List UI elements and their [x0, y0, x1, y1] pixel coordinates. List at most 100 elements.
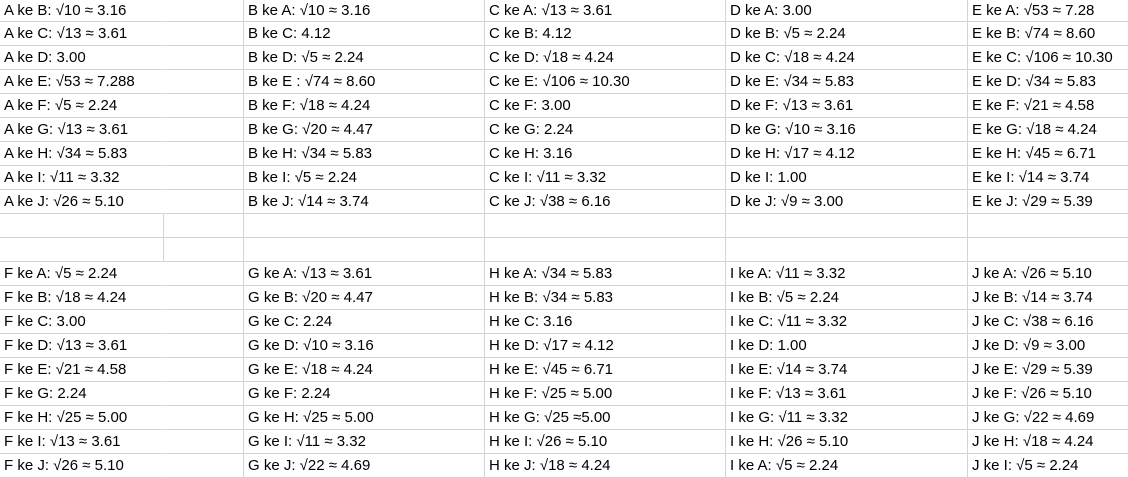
empty-cell[interactable]: [164, 262, 244, 286]
empty-cell[interactable]: [164, 334, 244, 358]
empty-cell[interactable]: [164, 0, 244, 22]
empty-cell[interactable]: [164, 70, 244, 94]
distance-cell[interactable]: F ke E: √21 ≈ 4.58: [0, 358, 164, 382]
distance-cell[interactable]: F ke H: √25 ≈ 5.00: [0, 406, 164, 430]
distance-cell[interactable]: I ke C: √11 ≈ 3.32: [726, 310, 968, 334]
distance-cell[interactable]: H ke B: √34 ≈ 5.83: [485, 286, 726, 310]
distance-cell[interactable]: E ke H: √45 ≈ 6.71: [968, 142, 1128, 166]
distance-cell[interactable]: C ke D: √18 ≈ 4.24: [485, 46, 726, 70]
distance-cell[interactable]: B ke E : √74 ≈ 8.60: [244, 70, 485, 94]
distance-cell[interactable]: F ke A: √5 ≈ 2.24: [0, 262, 164, 286]
distance-cell[interactable]: B ke D: √5 ≈ 2.24: [244, 46, 485, 70]
distance-cell[interactable]: E ke B: √74 ≈ 8.60: [968, 22, 1128, 46]
empty-cell[interactable]: [164, 118, 244, 142]
distance-cell[interactable]: J ke F: √26 ≈ 5.10: [968, 382, 1128, 406]
distance-cell[interactable]: F ke C: 3.00: [0, 310, 164, 334]
distance-cell[interactable]: G ke E: √18 ≈ 4.24: [244, 358, 485, 382]
empty-cell[interactable]: [164, 454, 244, 478]
distance-cell[interactable]: A ke I: √11 ≈ 3.32: [0, 166, 164, 190]
distance-cell[interactable]: H ke F: √25 ≈ 5.00: [485, 382, 726, 406]
distance-cell[interactable]: C ke G: 2.24: [485, 118, 726, 142]
distance-cell[interactable]: D ke G: √10 ≈ 3.16: [726, 118, 968, 142]
empty-cell[interactable]: [164, 430, 244, 454]
distance-cell[interactable]: G ke I: √11 ≈ 3.32: [244, 430, 485, 454]
empty-cell[interactable]: [164, 214, 244, 238]
distance-cell[interactable]: F ke G: 2.24: [0, 382, 164, 406]
empty-cell[interactable]: [485, 214, 726, 238]
distance-cell[interactable]: E ke G: √18 ≈ 4.24: [968, 118, 1128, 142]
distance-cell[interactable]: C ke E: √106 ≈ 10.30: [485, 70, 726, 94]
empty-cell[interactable]: [726, 214, 968, 238]
empty-cell[interactable]: [164, 238, 244, 262]
distance-cell[interactable]: H ke A: √34 ≈ 5.83: [485, 262, 726, 286]
distance-cell[interactable]: C ke J: √38 ≈ 6.16: [485, 190, 726, 214]
distance-cell[interactable]: C ke H: 3.16: [485, 142, 726, 166]
distance-cell[interactable]: J ke C: √38 ≈ 6.16: [968, 310, 1128, 334]
distance-cell[interactable]: C ke B: 4.12: [485, 22, 726, 46]
empty-cell[interactable]: [244, 238, 485, 262]
empty-cell[interactable]: [968, 238, 1128, 262]
distance-cell[interactable]: D ke I: 1.00: [726, 166, 968, 190]
distance-cell[interactable]: G ke D: √10 ≈ 3.16: [244, 334, 485, 358]
distance-cell[interactable]: A ke J: √26 ≈ 5.10: [0, 190, 164, 214]
distance-cell[interactable]: C ke A: √13 ≈ 3.61: [485, 0, 726, 22]
distance-cell[interactable]: H ke C: 3.16: [485, 310, 726, 334]
distance-cell[interactable]: C ke F: 3.00: [485, 94, 726, 118]
distance-cell[interactable]: A ke H: √34 ≈ 5.83: [0, 142, 164, 166]
distance-cell[interactable]: B ke G: √20 ≈ 4.47: [244, 118, 485, 142]
distance-cell[interactable]: F ke D: √13 ≈ 3.61: [0, 334, 164, 358]
empty-cell[interactable]: [164, 190, 244, 214]
distance-cell[interactable]: J ke A: √26 ≈ 5.10: [968, 262, 1128, 286]
distance-cell[interactable]: I ke H: √26 ≈ 5.10: [726, 430, 968, 454]
distance-cell[interactable]: B ke H: √34 ≈ 5.83: [244, 142, 485, 166]
distance-cell[interactable]: A ke G: √13 ≈ 3.61: [0, 118, 164, 142]
distance-cell[interactable]: B ke J: √14 ≈ 3.74: [244, 190, 485, 214]
distance-cell[interactable]: I ke B: √5 ≈ 2.24: [726, 286, 968, 310]
empty-cell[interactable]: [0, 214, 164, 238]
distance-cell[interactable]: J ke I: √5 ≈ 2.24: [968, 454, 1128, 478]
distance-cell[interactable]: H ke D: √17 ≈ 4.12: [485, 334, 726, 358]
distance-cell[interactable]: C ke I: √11 ≈ 3.32: [485, 166, 726, 190]
empty-cell[interactable]: [164, 142, 244, 166]
distance-cell[interactable]: E ke C: √106 ≈ 10.30: [968, 46, 1128, 70]
distance-cell[interactable]: I ke A: √5 ≈ 2.24: [726, 454, 968, 478]
distance-cell[interactable]: G ke J: √22 ≈ 4.69: [244, 454, 485, 478]
distance-cell[interactable]: F ke I: √13 ≈ 3.61: [0, 430, 164, 454]
distance-cell[interactable]: H ke E: √45 ≈ 6.71: [485, 358, 726, 382]
distance-cell[interactable]: A ke E: √53 ≈ 7.288: [0, 70, 164, 94]
distance-cell[interactable]: H ke G: √25 ≈5.00: [485, 406, 726, 430]
distance-cell[interactable]: I ke E: √14 ≈ 3.74: [726, 358, 968, 382]
empty-cell[interactable]: [726, 238, 968, 262]
distance-cell[interactable]: I ke A: √11 ≈ 3.32: [726, 262, 968, 286]
distance-cell[interactable]: A ke F: √5 ≈ 2.24: [0, 94, 164, 118]
distance-cell[interactable]: B ke F: √18 ≈ 4.24: [244, 94, 485, 118]
distance-cell[interactable]: D ke A: 3.00: [726, 0, 968, 22]
distance-cell[interactable]: J ke H: √18 ≈ 4.24: [968, 430, 1128, 454]
distance-cell[interactable]: D ke F: √13 ≈ 3.61: [726, 94, 968, 118]
distance-cell[interactable]: J ke D: √9 ≈ 3.00: [968, 334, 1128, 358]
empty-cell[interactable]: [164, 22, 244, 46]
distance-cell[interactable]: D ke J: √9 ≈ 3.00: [726, 190, 968, 214]
empty-cell[interactable]: [0, 238, 164, 262]
distance-cell[interactable]: E ke D: √34 ≈ 5.83: [968, 70, 1128, 94]
distance-cell[interactable]: J ke E: √29 ≈ 5.39: [968, 358, 1128, 382]
empty-cell[interactable]: [164, 406, 244, 430]
distance-cell[interactable]: E ke F: √21 ≈ 4.58: [968, 94, 1128, 118]
distance-cell[interactable]: I ke F: √13 ≈ 3.61: [726, 382, 968, 406]
distance-cell[interactable]: J ke B: √14 ≈ 3.74: [968, 286, 1128, 310]
distance-cell[interactable]: I ke G: √11 ≈ 3.32: [726, 406, 968, 430]
distance-cell[interactable]: E ke J: √29 ≈ 5.39: [968, 190, 1128, 214]
empty-cell[interactable]: [968, 214, 1128, 238]
distance-cell[interactable]: A ke D: 3.00: [0, 46, 164, 70]
empty-cell[interactable]: [164, 94, 244, 118]
distance-cell[interactable]: J ke G: √22 ≈ 4.69: [968, 406, 1128, 430]
empty-cell[interactable]: [164, 166, 244, 190]
empty-cell[interactable]: [164, 358, 244, 382]
empty-cell[interactable]: [164, 382, 244, 406]
distance-cell[interactable]: I ke D: 1.00: [726, 334, 968, 358]
distance-cell[interactable]: G ke B: √20 ≈ 4.47: [244, 286, 485, 310]
distance-cell[interactable]: A ke C: √13 ≈ 3.61: [0, 22, 164, 46]
empty-cell[interactable]: [164, 310, 244, 334]
distance-cell[interactable]: F ke J: √26 ≈ 5.10: [0, 454, 164, 478]
distance-cell[interactable]: G ke H: √25 ≈ 5.00: [244, 406, 485, 430]
